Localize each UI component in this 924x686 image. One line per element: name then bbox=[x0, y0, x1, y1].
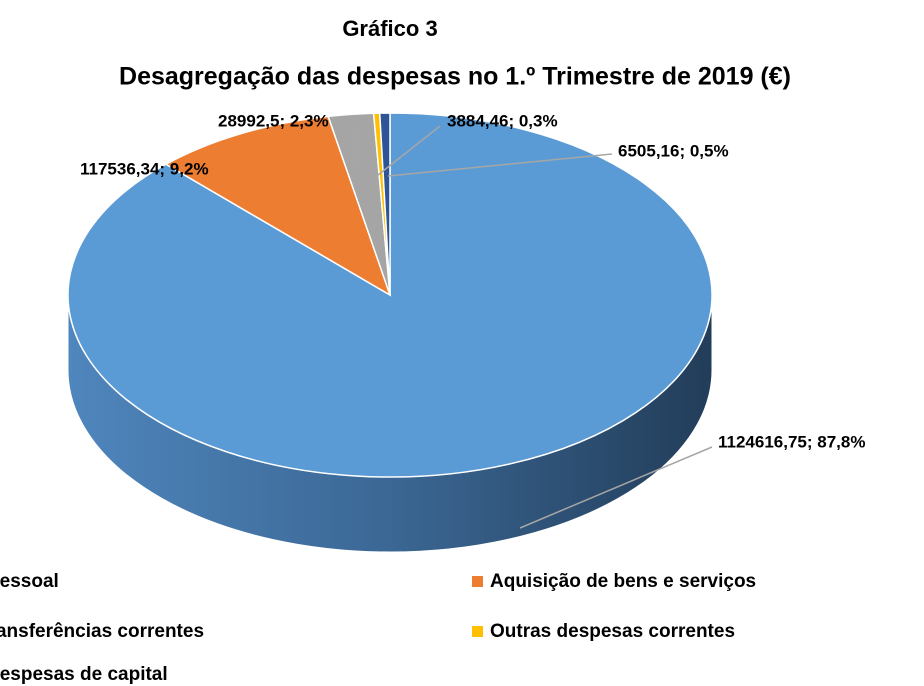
slice bbox=[164, 115, 392, 297]
legend-label: Despesas de capital bbox=[0, 664, 168, 685]
legend-swatch bbox=[472, 626, 483, 637]
legend-label: Outras despesas correntes bbox=[490, 621, 735, 642]
legend-label: Aquisição de bens e serviços bbox=[490, 571, 756, 592]
data-label: 117536,34; 9,2% bbox=[80, 159, 209, 178]
chart-subtitle: Desagregação das despesas no 1.º Trimest… bbox=[119, 63, 791, 91]
legend-label: Pessoal bbox=[0, 571, 59, 592]
leader-line bbox=[387, 153, 613, 177]
slice bbox=[378, 112, 391, 296]
data-label: 1124616,75; 87,8% bbox=[718, 432, 865, 451]
leader-line bbox=[519, 446, 713, 529]
legend-swatch bbox=[472, 576, 483, 587]
legend-label: Transferências correntes bbox=[0, 621, 204, 642]
data-label: 3884,46; 0,3% bbox=[447, 111, 558, 130]
data-label: 28992,5; 2,3% bbox=[218, 111, 329, 130]
chart-title: Gráfico 3 bbox=[342, 16, 437, 41]
data-label: 6505,16; 0,5% bbox=[618, 141, 729, 160]
leader-line bbox=[377, 125, 441, 176]
